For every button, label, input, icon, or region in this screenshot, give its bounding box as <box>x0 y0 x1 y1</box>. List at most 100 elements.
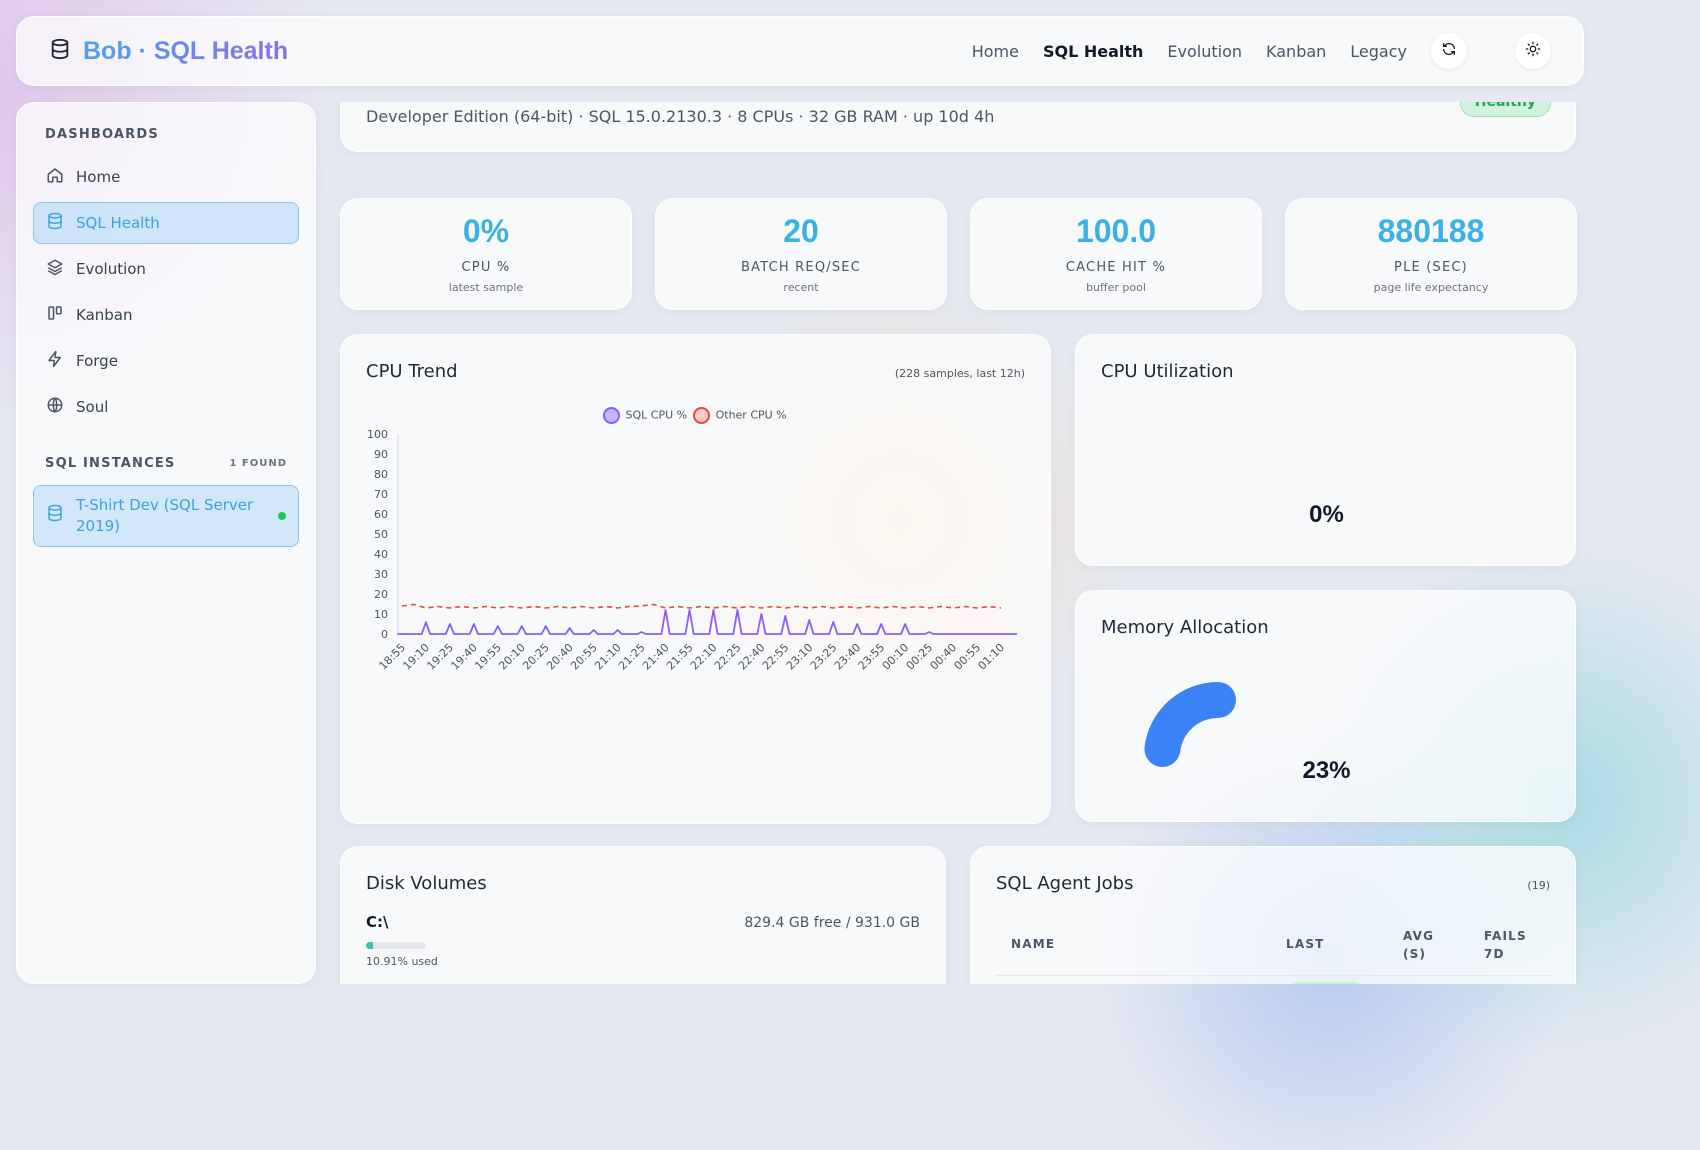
data-point-sql-cpu <box>856 623 859 625</box>
status-badge <box>1291 982 1361 984</box>
legend-item-other-cpu[interactable]: Other CPU % <box>693 407 787 424</box>
data-point-sql-cpu <box>568 627 571 629</box>
stat-sub: buffer pool <box>1086 281 1146 294</box>
top-nav: Home SQL Health Evolution Kanban Legacy <box>972 33 1551 69</box>
x-tick-label: 23:10 <box>784 641 816 673</box>
sidebar-item-home[interactable]: Home <box>33 156 299 198</box>
kanban-icon <box>46 304 64 326</box>
column-header-last[interactable]: LAST <box>1286 937 1325 951</box>
chart-legend: SQL CPU % Other CPU % <box>603 407 787 424</box>
sidebar-item-label: Soul <box>76 398 109 416</box>
y-tick-label: 30 <box>374 568 388 581</box>
nav-evolution[interactable]: Evolution <box>1167 41 1243 61</box>
data-point-sql-cpu <box>976 633 978 635</box>
data-point-sql-cpu <box>688 609 691 611</box>
data-point-sql-cpu <box>904 623 906 625</box>
y-tick-label: 10 <box>374 608 388 621</box>
refresh-button[interactable] <box>1431 33 1467 69</box>
cpu-trend-chart: 010203040506070809010018:5519:1019:2519:… <box>367 428 1017 673</box>
x-tick-label: 20:55 <box>568 641 600 673</box>
disk-used: 10.91% used <box>366 955 438 968</box>
data-point-sql-cpu <box>425 621 427 623</box>
data-point-sql-cpu <box>401 633 403 635</box>
jobs-count: (19) <box>1527 879 1550 892</box>
x-tick-label: 21:25 <box>616 641 648 673</box>
disk-volumes-card: Disk Volumes C:\ 829.4 GB free / 931.0 G… <box>340 846 946 984</box>
x-tick-label: 00:10 <box>880 641 912 673</box>
x-tick-label: 19:10 <box>400 641 432 673</box>
y-tick-label: 80 <box>374 468 388 481</box>
memory-allocation-card: Memory Allocation 23% <box>1075 590 1576 822</box>
server-info-card: Developer Edition (64-bit) · SQL 15.0.21… <box>340 102 1576 152</box>
x-tick-label: 22:10 <box>688 641 720 673</box>
stat-sub: recent <box>783 281 819 294</box>
disk-usage-fill <box>366 942 373 949</box>
data-point-sql-cpu <box>1000 633 1002 635</box>
column-header-avg[interactable]: AVG (S) <box>1403 929 1435 961</box>
nav-kanban[interactable]: Kanban <box>1266 41 1327 61</box>
cpu-trend-note: (228 samples, last 12h) <box>894 367 1025 380</box>
brand[interactable]: Bob · SQL Health <box>49 37 288 66</box>
series-line-other-cpu <box>401 603 1002 609</box>
stat-label: PLE (SEC) <box>1394 260 1468 275</box>
database-icon <box>49 38 71 64</box>
stat-value: 0% <box>462 213 510 249</box>
sidebar: DASHBOARDS Home SQL Health Evolution Kan… <box>16 102 316 984</box>
data-point-sql-cpu <box>760 613 763 615</box>
data-point-sql-cpu <box>592 629 595 631</box>
cpu-trend-title: CPU Trend <box>366 361 458 382</box>
column-header-fails[interactable]: FAILS 7D <box>1484 929 1527 961</box>
x-tick-label: 23:40 <box>832 641 864 673</box>
database-icon <box>46 212 64 234</box>
stat-sub: latest sample <box>448 281 524 294</box>
x-tick-label: 01:10 <box>976 641 1008 673</box>
legend-item-sql-cpu[interactable]: SQL CPU % <box>603 407 687 424</box>
memory-allocation-value: 23% <box>1302 757 1351 784</box>
refresh-icon <box>1441 41 1457 61</box>
sidebar-item-evolution[interactable]: Evolution <box>33 248 299 290</box>
sidebar-item-soul[interactable]: Soul <box>33 386 299 428</box>
stat-value: 100.0 <box>1075 213 1157 249</box>
stat-card-ple: 880188 PLE (SEC) page life expectancy <box>1285 198 1577 310</box>
disk-usage-bar <box>366 942 426 949</box>
theme-toggle-button[interactable] <box>1515 33 1551 69</box>
sidebar-item-label: Home <box>76 168 121 186</box>
cpu-utilization-title: CPU Utilization <box>1101 361 1234 382</box>
data-point-sql-cpu <box>497 625 499 627</box>
stat-card-batch: 20 BATCH REQ/SEC recent <box>655 198 947 310</box>
data-point-sql-cpu <box>808 619 811 621</box>
stat-label: BATCH REQ/SEC <box>741 260 861 275</box>
legend-swatch <box>603 407 620 424</box>
x-tick-label: 00:25 <box>904 641 936 673</box>
dashboard-list: Home SQL Health Evolution Kanban Forge S… <box>33 156 299 428</box>
cpu-utilization-value: 0% <box>1309 501 1344 528</box>
data-point-sql-cpu <box>784 615 787 617</box>
database-icon <box>46 504 64 528</box>
column-header-name[interactable]: NAME <box>1011 937 1056 951</box>
data-point-sql-cpu <box>449 623 451 625</box>
y-tick-label: 40 <box>374 548 388 561</box>
instance-item[interactable]: T-Shirt Dev (SQL Server 2019) <box>33 485 299 547</box>
data-point-sql-cpu <box>640 631 643 633</box>
disk-volumes-title: Disk Volumes <box>366 873 487 894</box>
x-tick-label: 19:25 <box>424 641 456 673</box>
sidebar-item-label: SQL Health <box>76 214 160 232</box>
y-tick-label: 0 <box>381 628 388 641</box>
top-bar: Bob · SQL Health Home SQL Health Evoluti… <box>16 16 1584 86</box>
nav-sql-health[interactable]: SQL Health <box>1042 41 1144 61</box>
main-content: Developer Edition (64-bit) · SQL 15.0.21… <box>0 102 1700 984</box>
x-tick-label: 22:55 <box>760 641 792 673</box>
disk-free: 829.4 GB free / 931.0 GB <box>744 915 920 931</box>
instances-heading-label: SQL INSTANCES <box>45 456 176 471</box>
bolt-icon <box>46 350 64 372</box>
nav-home[interactable]: Home <box>971 41 1019 61</box>
sidebar-item-sql-health[interactable]: SQL Health <box>33 202 299 244</box>
data-point-sql-cpu <box>880 623 882 625</box>
sidebar-item-kanban[interactable]: Kanban <box>33 294 299 336</box>
instances-heading: SQL INSTANCES 1 FOUND <box>33 456 299 471</box>
nav-legacy[interactable]: Legacy <box>1350 41 1407 61</box>
table-divider <box>996 975 1550 976</box>
status-dot <box>278 512 286 520</box>
sidebar-item-forge[interactable]: Forge <box>33 340 299 382</box>
x-tick-label: 21:10 <box>592 641 624 673</box>
